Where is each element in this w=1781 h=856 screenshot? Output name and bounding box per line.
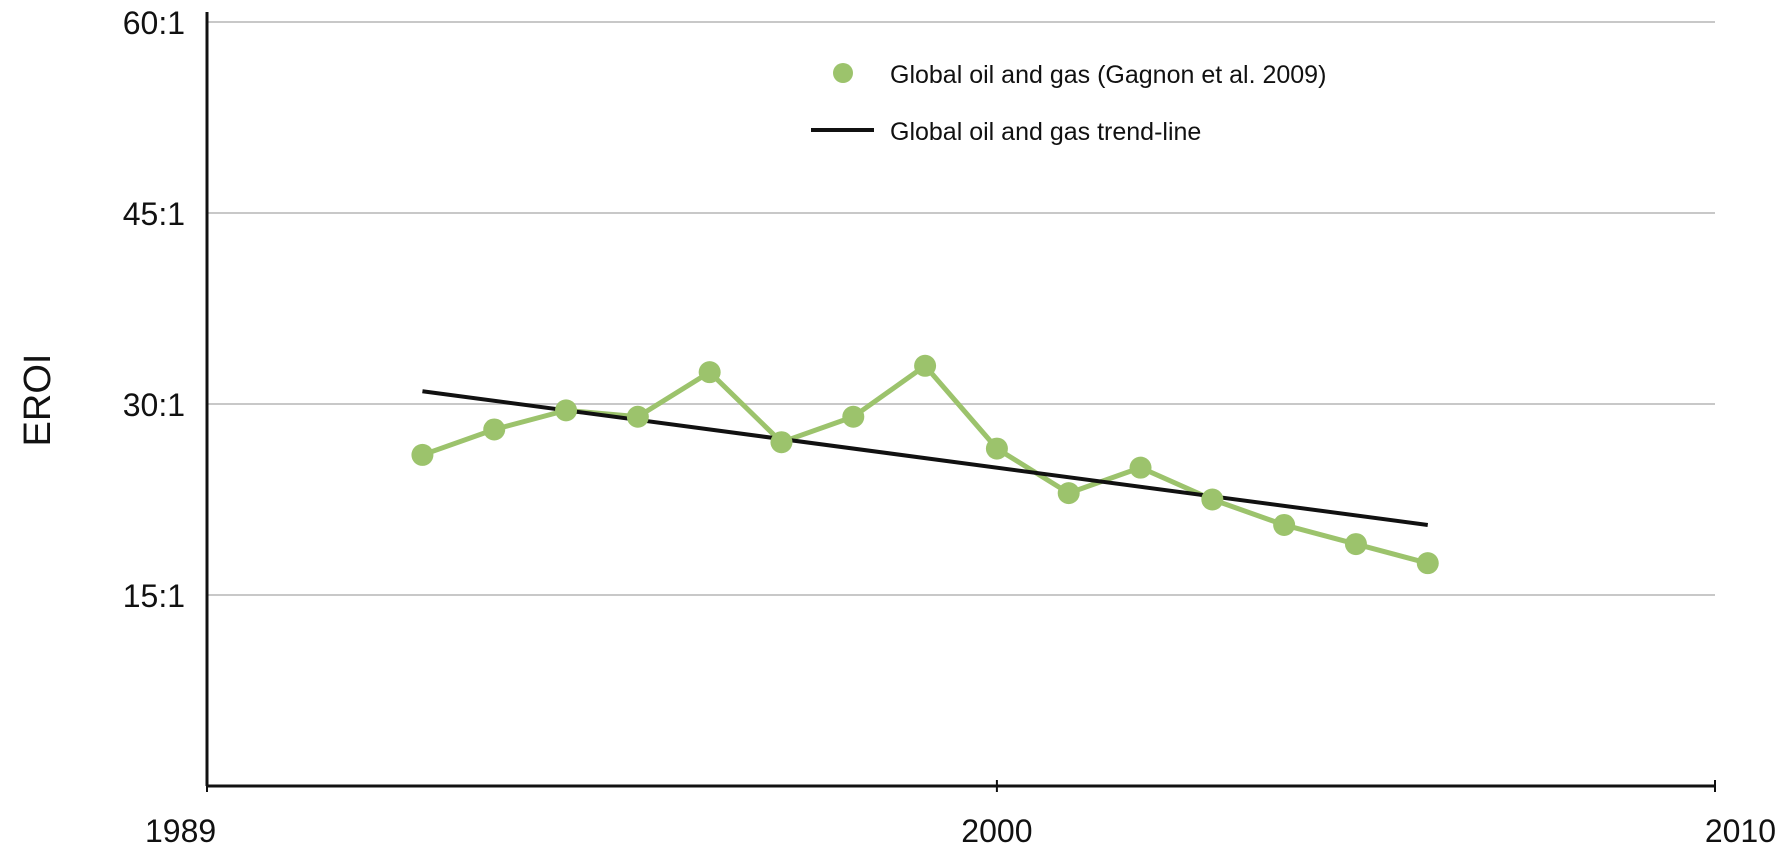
oil-gas-data-point: [985, 437, 1008, 460]
y-tick-label: 45:1: [123, 196, 185, 232]
oil-gas-data-point: [1273, 513, 1296, 536]
oil-gas-data-point: [1416, 552, 1439, 575]
oil-gas-data-point: [626, 405, 649, 428]
grid-lines: [207, 21, 1715, 596]
oil-gas-series-line: [421, 363, 1429, 566]
series-layer: [411, 354, 1439, 575]
oil-gas-data-point: [555, 399, 578, 422]
x-tick-label: 2000: [961, 813, 1032, 849]
oil-gas-data-point: [1201, 488, 1224, 511]
oil-gas-data-point: [842, 405, 865, 428]
y-tick-label: 30:1: [123, 387, 185, 423]
legend-label-trend-line: Global oil and gas trend-line: [890, 118, 1201, 146]
oil-gas-data-point: [411, 443, 434, 466]
axes: [205, 12, 1715, 788]
oil-gas-data-point: [1057, 482, 1080, 505]
y-tick-label: 60:1: [123, 5, 185, 41]
oil-gas-data-point: [483, 418, 506, 441]
y-axis-title: EROI: [17, 354, 59, 447]
oil-gas-data-point: [914, 354, 937, 377]
oil-gas-data-point: [1344, 533, 1367, 556]
oil-gas-data-point: [698, 361, 721, 384]
legend-marker-oil-gas: [833, 63, 853, 83]
legend: Global oil and gas (Gagnon et al. 2009) …: [811, 61, 1326, 146]
trend-line: [422, 389, 1429, 527]
x-tick-label: 2010: [1705, 813, 1776, 849]
y-tick-labels: 15:1 30:1 45:1 60:1: [123, 5, 185, 614]
oil-gas-data-point: [770, 431, 793, 454]
x-tick-labels: 1989 2000 2010: [145, 780, 1776, 849]
y-tick-label: 15:1: [123, 578, 185, 614]
oil-gas-data-point: [1129, 456, 1152, 479]
x-tick-label: 1989: [145, 813, 216, 849]
legend-label-oil-gas: Global oil and gas (Gagnon et al. 2009): [890, 61, 1326, 89]
